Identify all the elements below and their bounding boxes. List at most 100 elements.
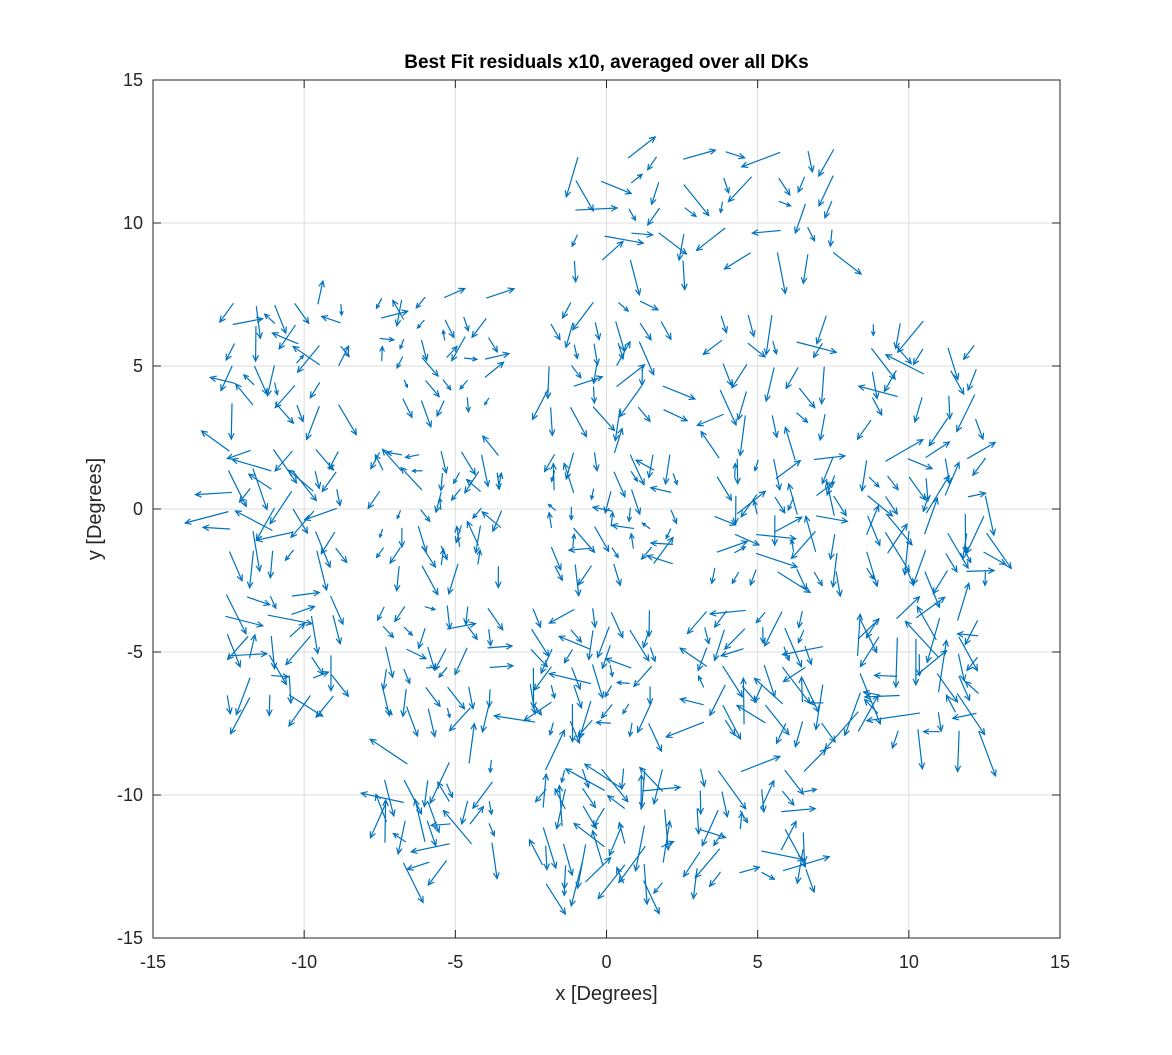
residual-arrow <box>440 451 449 475</box>
residual-arrow <box>648 723 663 753</box>
residual-arrow <box>708 871 721 888</box>
residual-arrow <box>267 550 274 580</box>
residual-arrow <box>944 458 952 486</box>
residual-arrow <box>466 520 479 546</box>
residual-arrow <box>571 667 582 691</box>
residual-arrow <box>382 798 389 843</box>
y-tick-label: 0 <box>133 499 143 519</box>
residual-arrow <box>267 614 314 626</box>
residual-arrow <box>800 254 809 285</box>
residual-arrow <box>778 201 792 207</box>
residual-arrow <box>610 522 635 530</box>
residual-arrow <box>765 704 790 736</box>
residual-arrow <box>573 527 596 554</box>
residual-arrow <box>367 490 381 510</box>
residual-arrow <box>448 707 471 732</box>
residual-arrow <box>330 595 344 626</box>
residual-arrow <box>796 568 808 592</box>
residual-arrow <box>928 417 949 447</box>
residual-arrow <box>219 302 234 324</box>
residual-arrow <box>966 656 978 672</box>
residual-arrow <box>451 336 466 362</box>
residual-arrow <box>434 491 442 514</box>
residual-arrow <box>491 842 500 880</box>
residual-arrow <box>385 450 403 456</box>
residual-arrow <box>947 533 969 570</box>
residual-arrow <box>315 695 334 719</box>
residual-arrow <box>622 703 630 715</box>
residual-arrow <box>403 779 423 816</box>
residual-arrow <box>226 594 247 635</box>
residual-arrow <box>488 337 499 353</box>
residual-arrow <box>821 456 834 485</box>
residual-arrow <box>896 320 924 354</box>
residual-arrow <box>255 305 263 340</box>
residual-arrow <box>924 571 941 609</box>
residual-arrow <box>713 610 728 629</box>
residual-arrow <box>320 531 336 555</box>
residual-arrow <box>957 653 967 683</box>
residual-arrow <box>704 627 711 645</box>
residual-arrow <box>664 721 704 739</box>
residual-arrow <box>652 769 663 806</box>
residual-arrow <box>328 451 339 470</box>
residual-arrow <box>296 354 305 364</box>
residual-arrow <box>252 468 269 511</box>
residual-arrow <box>601 645 611 670</box>
residual-arrow <box>893 323 901 350</box>
residual-arrow <box>912 348 924 366</box>
residual-arrow <box>380 669 388 691</box>
residual-arrow <box>613 471 626 498</box>
residual-arrow <box>406 706 419 738</box>
residual-arrow <box>400 688 407 718</box>
residual-arrow <box>646 454 654 479</box>
residual-arrow <box>446 783 454 799</box>
residual-arrow <box>487 608 504 631</box>
residual-arrow <box>917 729 925 771</box>
residual-arrow <box>577 565 592 587</box>
residual-arrow <box>916 654 923 677</box>
residual-arrow <box>564 156 579 198</box>
residual-arrow <box>753 459 759 472</box>
residual-arrow <box>476 548 483 565</box>
residual-arrow <box>398 527 406 549</box>
residual-arrow <box>246 550 255 590</box>
residual-arrow <box>381 685 392 717</box>
residual-arrow <box>871 371 880 400</box>
residual-arrow <box>713 629 725 662</box>
residual-arrow <box>486 689 493 709</box>
residual-arrow <box>454 525 462 544</box>
residual-arrow <box>962 513 969 555</box>
residual-arrow <box>887 523 908 554</box>
residual-arrow <box>615 680 630 686</box>
residual-arrow <box>803 748 827 772</box>
residual-arrow <box>857 384 898 397</box>
residual-arrow <box>641 784 682 792</box>
residual-arrow <box>924 478 931 503</box>
residual-arrow <box>804 515 817 552</box>
residual-arrow <box>296 345 320 374</box>
residual-arrow <box>381 309 409 319</box>
residual-arrow <box>722 704 742 741</box>
residual-arrow <box>445 605 453 631</box>
residual-arrow <box>795 849 804 885</box>
residual-arrow <box>887 475 899 491</box>
residual-arrow <box>775 459 802 480</box>
residual-arrow <box>249 633 257 659</box>
residual-arrow <box>492 713 536 723</box>
residual-arrow <box>722 665 744 698</box>
residual-arrow <box>589 488 595 501</box>
residual-arrow <box>268 654 288 686</box>
residual-arrow <box>951 712 977 721</box>
residual-arrow <box>403 626 414 637</box>
residual-arrow <box>885 513 913 546</box>
residual-arrow <box>591 363 598 385</box>
residual-arrow <box>600 180 633 195</box>
residual-arrow <box>274 450 293 472</box>
residual-arrow <box>956 631 979 638</box>
residual-arrow <box>575 205 619 212</box>
residual-arrow <box>885 439 925 462</box>
residual-arrow <box>459 380 468 390</box>
residual-arrow <box>294 303 310 325</box>
residual-arrow <box>947 347 960 381</box>
